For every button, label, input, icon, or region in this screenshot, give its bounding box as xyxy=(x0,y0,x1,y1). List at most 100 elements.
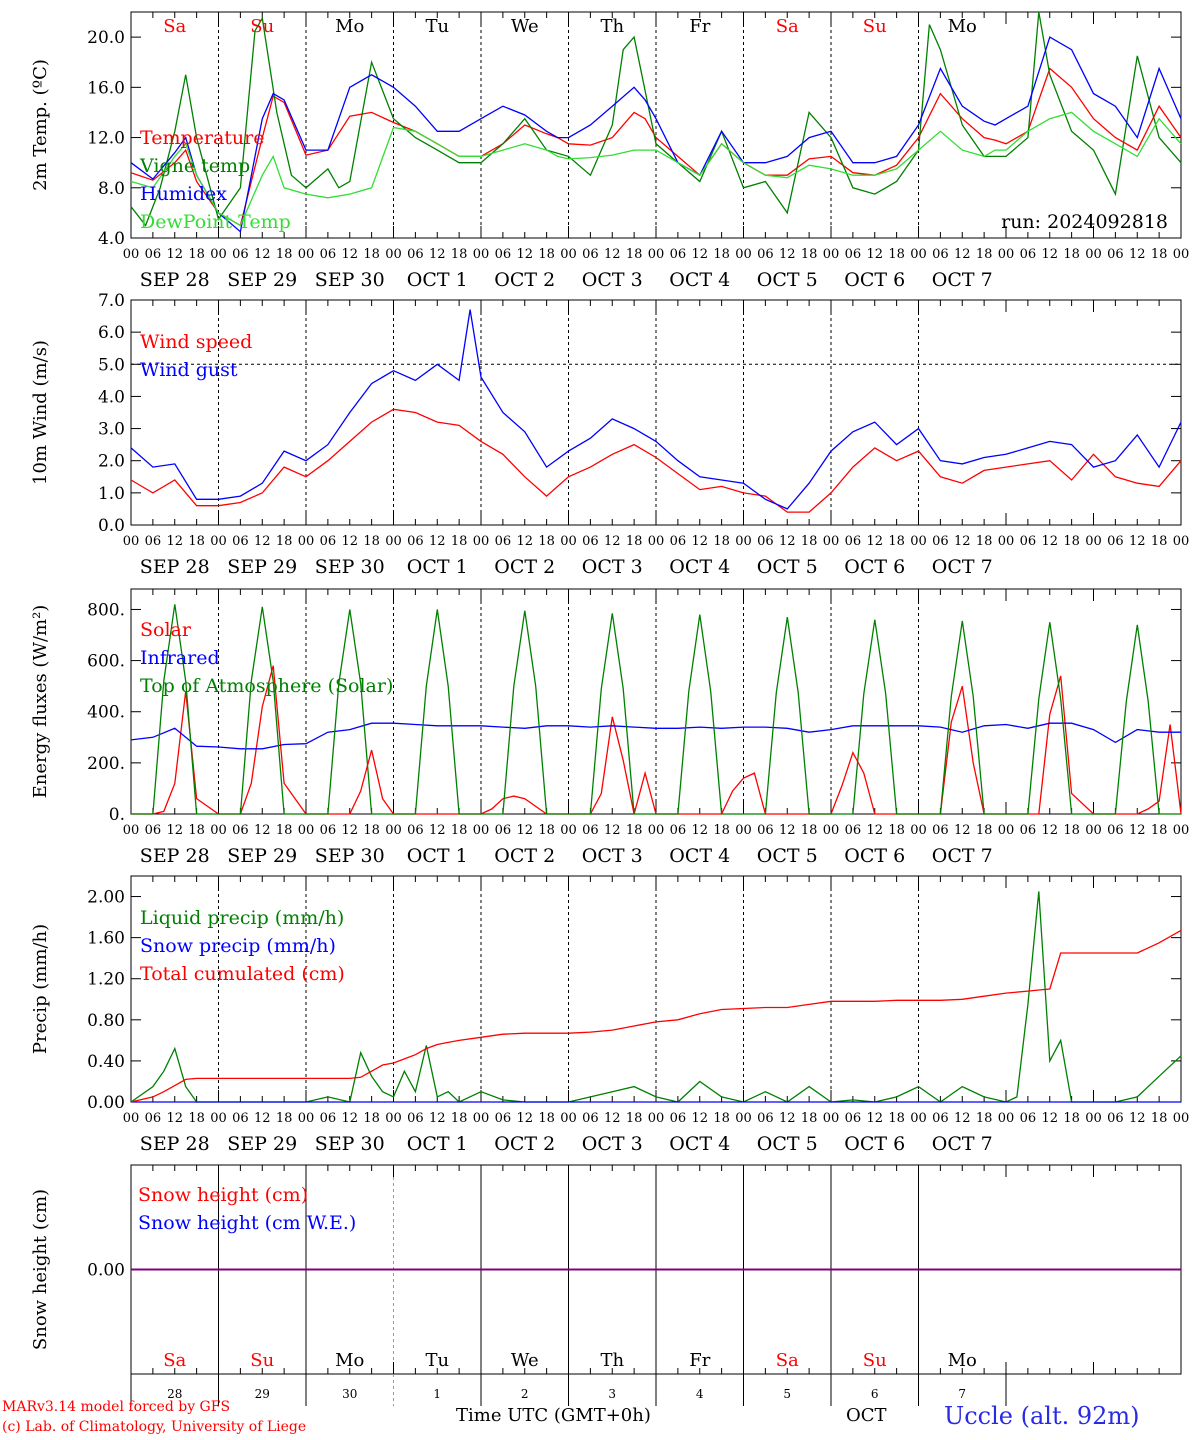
hour-tick-label: 12 xyxy=(954,1111,971,1126)
hour-tick-label: 18 xyxy=(1063,534,1080,549)
hour-tick-label: 12 xyxy=(166,247,183,262)
hour-tick-label: 12 xyxy=(166,1111,183,1126)
hour-tick-label: 06 xyxy=(845,534,862,549)
hour-tick-label: 18 xyxy=(363,247,380,262)
hour-tick-label: 06 xyxy=(670,534,687,549)
weekday-label: Th xyxy=(600,1350,624,1371)
date-label: OCT 4 xyxy=(669,556,730,578)
day-number-label: 28 xyxy=(167,1387,182,1401)
hour-tick-label: 18 xyxy=(888,247,905,262)
hour-tick-label: 12 xyxy=(516,247,533,262)
hour-tick-label: 18 xyxy=(188,1111,205,1126)
hour-tick-label: 12 xyxy=(429,1111,446,1126)
hour-tick-label: 12 xyxy=(779,247,796,262)
hour-tick-label: 18 xyxy=(538,1111,555,1126)
hour-tick-label: 18 xyxy=(976,247,993,262)
y-tick-label: 16.0 xyxy=(87,78,125,98)
hour-tick-label: 12 xyxy=(516,534,533,549)
hour-tick-label: 06 xyxy=(932,823,949,838)
date-label: OCT 2 xyxy=(494,1133,555,1155)
hour-tick-label: 00 xyxy=(123,534,140,549)
hour-tick-label: 06 xyxy=(145,247,162,262)
hour-tick-label: 06 xyxy=(932,247,949,262)
date-label: SEP 29 xyxy=(227,269,297,291)
hour-tick-label: 00 xyxy=(123,1111,140,1126)
legend-entry: Infrared xyxy=(140,647,220,669)
hour-tick-label: 12 xyxy=(604,1111,621,1126)
weekday-label: Sa xyxy=(776,16,799,37)
day-number-label: 4 xyxy=(696,1387,704,1401)
weekday-label: Mo xyxy=(948,1350,977,1371)
hour-tick-label: 18 xyxy=(276,823,293,838)
hour-tick-label: 06 xyxy=(670,247,687,262)
y-axis-label: Precip (mm/h) xyxy=(30,924,51,1054)
hour-tick-label: 06 xyxy=(320,534,337,549)
hour-tick-label: 00 xyxy=(998,247,1015,262)
hour-tick-label: 18 xyxy=(713,247,730,262)
hour-tick-label: 18 xyxy=(1063,247,1080,262)
y-tick-label: 200. xyxy=(87,754,125,774)
hour-tick-label: 00 xyxy=(998,823,1015,838)
hour-tick-label: 12 xyxy=(516,823,533,838)
hour-tick-label: 00 xyxy=(298,1111,315,1126)
date-label: OCT 1 xyxy=(407,845,468,867)
date-label: SEP 30 xyxy=(315,845,385,867)
hour-tick-label: 12 xyxy=(166,534,183,549)
hour-tick-label: 12 xyxy=(779,534,796,549)
hour-tick-label: 06 xyxy=(495,823,512,838)
hour-tick-label: 18 xyxy=(626,247,643,262)
date-label: OCT 7 xyxy=(932,845,993,867)
weekday-label: We xyxy=(511,1350,539,1371)
hour-tick-label: 00 xyxy=(473,1111,490,1126)
hour-tick-label: 18 xyxy=(451,1111,468,1126)
hour-tick-label: 00 xyxy=(385,823,402,838)
day-number-label: 3 xyxy=(608,1387,616,1401)
date-label: SEP 29 xyxy=(227,556,297,578)
hour-tick-label: 00 xyxy=(298,823,315,838)
y-tick-label: 400. xyxy=(87,703,125,723)
hour-tick-label: 06 xyxy=(582,823,599,838)
hour-tick-label: 18 xyxy=(538,534,555,549)
series-line xyxy=(130,309,1182,510)
hour-tick-label: 12 xyxy=(954,823,971,838)
y-tick-label: 0.00 xyxy=(87,1261,125,1281)
hour-tick-label: 00 xyxy=(823,823,840,838)
hour-tick-label: 06 xyxy=(320,247,337,262)
day-number-label: 6 xyxy=(871,1387,879,1401)
hour-tick-label: 18 xyxy=(888,534,905,549)
y-tick-label: 0. xyxy=(109,805,125,825)
hour-tick-label: 18 xyxy=(801,823,818,838)
hour-tick-label: 18 xyxy=(713,823,730,838)
hour-tick-label: 06 xyxy=(582,247,599,262)
hour-tick-label: 12 xyxy=(1129,534,1146,549)
hour-tick-label: 06 xyxy=(1020,534,1037,549)
legend-entry: Temperature xyxy=(140,127,264,149)
y-tick-label: 8.0 xyxy=(98,179,125,199)
hour-tick-label: 12 xyxy=(166,823,183,838)
hour-tick-label: 12 xyxy=(254,247,271,262)
y-tick-label: 7.0 xyxy=(98,291,125,311)
hour-tick-label: 00 xyxy=(823,247,840,262)
hour-tick-label: 18 xyxy=(976,534,993,549)
hour-tick-label: 00 xyxy=(735,534,752,549)
hour-tick-label: 06 xyxy=(1107,823,1124,838)
hour-tick-label: 06 xyxy=(757,534,774,549)
weekday-label: Fr xyxy=(689,16,710,37)
date-label: OCT 3 xyxy=(582,845,643,867)
hour-tick-label: 18 xyxy=(1151,534,1168,549)
weekday-label: Sa xyxy=(163,1350,186,1371)
series-line xyxy=(130,111,1182,227)
hour-tick-label: 06 xyxy=(757,823,774,838)
y-tick-label: 6.0 xyxy=(98,323,125,343)
hour-tick-label: 06 xyxy=(1107,1111,1124,1126)
date-label: OCT 1 xyxy=(407,1133,468,1155)
day-number-label: 30 xyxy=(342,1387,357,1401)
hour-tick-label: 06 xyxy=(582,534,599,549)
time-axis-title: Time UTC (GMT+0h) xyxy=(456,1405,651,1426)
y-tick-label: 600. xyxy=(87,652,125,672)
run-label: run: 2024092818 xyxy=(1001,211,1168,233)
hour-tick-label: 06 xyxy=(845,1111,862,1126)
hour-tick-label: 18 xyxy=(1151,247,1168,262)
hour-tick-label: 06 xyxy=(845,247,862,262)
date-label: OCT 5 xyxy=(757,1133,818,1155)
